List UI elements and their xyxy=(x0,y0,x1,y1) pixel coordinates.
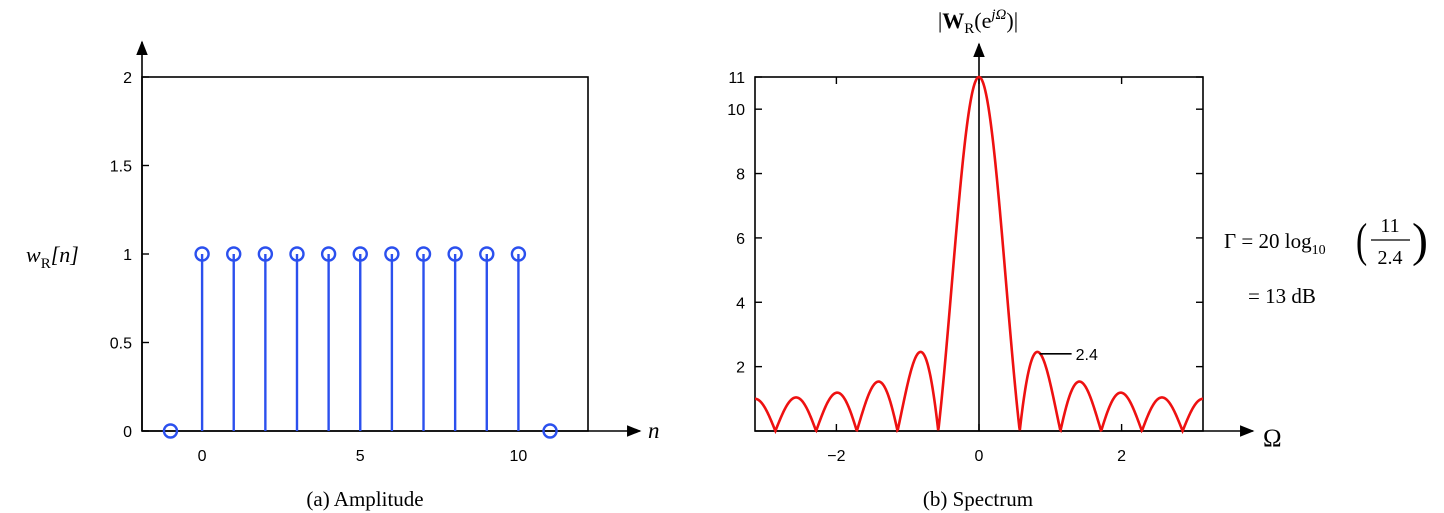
spectrum-x-tick-label: 2 xyxy=(1117,448,1126,465)
amplitude-x-label: n xyxy=(648,418,660,443)
spectrum-magnitude-line xyxy=(754,75,1204,435)
spectrum-title: |WR(ejΩ)| xyxy=(938,7,1018,37)
equation-lhs: Γ = 20 log10 xyxy=(1224,229,1326,258)
amplitude-x-tick-label: 10 xyxy=(510,448,528,465)
stem-marker xyxy=(194,246,210,262)
amplitude-x-tick-label: 0 xyxy=(198,448,207,465)
equation-numerator: 11 xyxy=(1380,215,1399,237)
amplitude-y-tick-label: 0 xyxy=(123,424,132,441)
stem-marker xyxy=(447,246,463,262)
amplitude-panel: 0 0.5 1 1.5 2 0 5 10 wR[n] n (a) Amplitude xyxy=(26,40,660,511)
spectrum-panel: 2 4 6 8 10 11 −2 0 2 2.4 |WR(ejΩ)| Ω (b) Spectru… xyxy=(727,7,1281,511)
spectrum-y-tick-label: 10 xyxy=(727,102,745,119)
amplitude-y-tick-label: 1 xyxy=(123,247,132,264)
amplitude-y-label: wR[n] xyxy=(26,242,79,272)
stem-marker xyxy=(289,246,305,262)
amplitude-y-tick-label: 0.5 xyxy=(110,336,132,353)
stem-marker xyxy=(320,246,337,262)
stem-marker xyxy=(226,246,242,262)
amplitude-ticks: 0 0.5 1 1.5 2 0 5 10 xyxy=(110,70,528,465)
stem-marker xyxy=(415,246,432,262)
amplitude-y-tick-label: 1.5 xyxy=(110,159,132,176)
spectrum-y-tick-label: 4 xyxy=(736,295,745,312)
amplitude-caption: (a) Amplitude xyxy=(306,487,423,511)
spectrum-ticks: 2 4 6 8 10 11 −2 0 2 xyxy=(727,70,1203,465)
sidelobe-annotation-label: 2.4 xyxy=(1076,347,1098,364)
spectrum-y-tick-label: 6 xyxy=(736,231,745,248)
stem-marker xyxy=(479,246,495,262)
spectrum-x-label: Ω xyxy=(1263,425,1282,452)
spectrum-caption: (b) Spectrum xyxy=(923,487,1033,511)
sidelobe-ratio-equation: Γ = 20 log10 ( 11 2.4 ) = 13 dB xyxy=(1224,213,1428,308)
equation-denominator: 2.4 xyxy=(1378,247,1403,269)
equation-result: = 13 dB xyxy=(1248,284,1316,308)
spectrum-x-tick-label: 0 xyxy=(975,448,984,465)
amplitude-stems xyxy=(162,246,558,439)
spectrum-y-tick-label: 8 xyxy=(736,167,745,184)
stem-marker xyxy=(257,246,274,262)
spectrum-y-tick-label: 11 xyxy=(728,70,745,87)
spectrum-y-tick-label: 2 xyxy=(736,360,745,377)
stem-marker xyxy=(384,246,400,262)
amplitude-y-tick-label: 2 xyxy=(123,70,132,87)
stem-marker xyxy=(162,423,179,439)
stem-marker xyxy=(542,423,558,439)
stem-marker xyxy=(510,246,527,262)
stem-marker xyxy=(352,246,368,262)
amplitude-x-tick-label: 5 xyxy=(356,448,365,465)
equation-left-paren: ( xyxy=(1356,213,1367,267)
equation-right-paren: ) xyxy=(1412,214,1428,267)
spectrum-x-tick-label: −2 xyxy=(827,448,845,465)
